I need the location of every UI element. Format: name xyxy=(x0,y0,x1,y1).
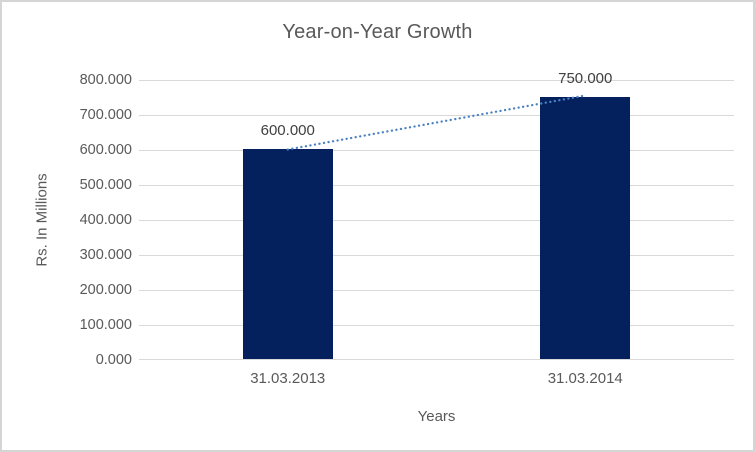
bar xyxy=(540,96,631,359)
chart-title: Year-on-Year Growth xyxy=(282,21,473,43)
bar xyxy=(242,149,333,359)
gridline xyxy=(139,149,734,151)
gridline xyxy=(139,324,734,326)
y-tick-label: 100.000 xyxy=(79,317,132,333)
plot-area: 600.000 750.000 xyxy=(139,70,734,360)
gridline xyxy=(139,114,734,116)
x-tick-label: 31.03.2014 xyxy=(547,370,623,387)
y-axis-title: Rs. In Millions xyxy=(33,173,51,267)
gridline xyxy=(139,254,734,256)
gridline xyxy=(139,79,734,81)
y-tick-label: 600.000 xyxy=(79,142,132,158)
y-tick-label: 800.000 xyxy=(79,72,132,88)
bar-data-label: 750.000 xyxy=(558,69,613,87)
y-tick-label: 0.000 xyxy=(95,352,132,368)
gridline xyxy=(139,184,734,186)
y-tick-label: 200.000 xyxy=(79,282,132,298)
x-tick-label: 31.03.2013 xyxy=(250,370,326,387)
y-tick-label: 500.000 xyxy=(79,177,132,193)
x-axis-title: Years xyxy=(417,408,456,425)
y-tick-label: 400.000 xyxy=(79,212,132,228)
gridline xyxy=(139,289,734,291)
y-tick-label: 300.000 xyxy=(79,247,132,263)
y-tick-label: 700.000 xyxy=(79,107,132,123)
gridline xyxy=(139,219,734,221)
bar-data-label: 600.000 xyxy=(260,122,315,139)
